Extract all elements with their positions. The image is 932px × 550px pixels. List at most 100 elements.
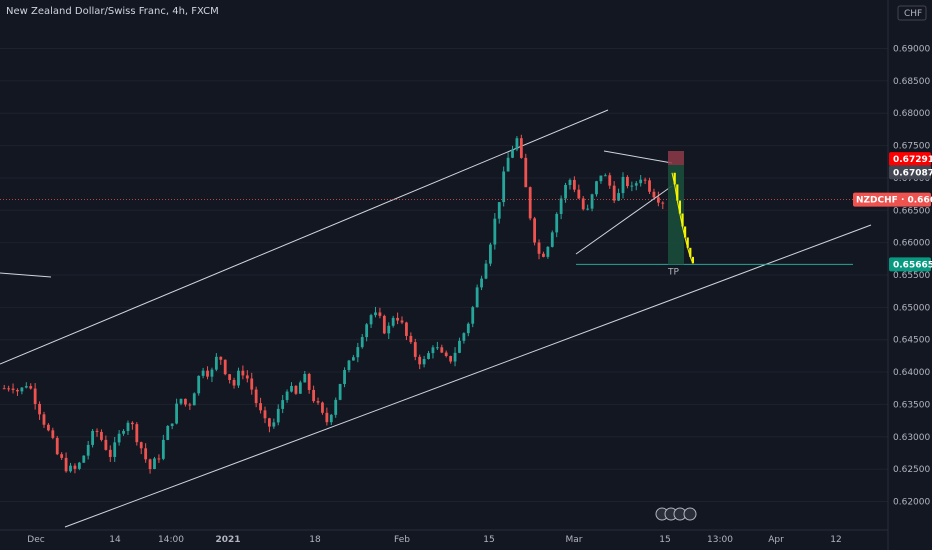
candle-body [51,430,55,438]
time-axis[interactable]: Dec 14 14:00 2021 18 Feb 15 Mar 15 13:00 Apr 12 [0,529,888,545]
candle-body [175,403,178,424]
candle-body [550,232,554,247]
candle-body [537,242,541,254]
candle-body [42,414,46,425]
candle-body [626,176,629,187]
price-tick-label: 0.68000 [893,109,930,119]
candle-body [506,157,510,172]
projection-path [671,172,694,264]
price-tick-label: 0.64000 [893,368,930,378]
time-tick-label: 15 [659,535,670,545]
candle-body [458,340,461,353]
candle-body [502,171,506,203]
candle-body [581,198,585,210]
candle-body [210,369,214,377]
candle-body [489,244,492,264]
take-profit-zone [668,165,684,265]
time-tick-label: Dec [27,535,44,545]
channel-lines [0,109,872,528]
time-tick-label: 18 [309,535,321,545]
price-axis[interactable]: 0.690000.685000.680000.675000.670000.665… [853,0,932,550]
candle-body [7,388,11,390]
price-tick-label: 0.69000 [893,45,930,55]
candle-body [325,412,329,423]
price-badge-label: 0.67291 [893,155,932,165]
candle-body [290,385,293,392]
price-tick-label: 0.62500 [893,465,930,475]
candle-body [542,253,545,257]
candle-body [228,374,232,380]
candle-body [648,180,651,192]
time-tick-label: Mar [566,535,583,545]
candle-body [16,390,19,392]
time-tick-label: 13:00 [707,535,733,545]
candle-body [69,465,72,472]
candle-body [219,356,223,360]
candle-body [11,388,15,391]
time-tick-label: 2021 [215,535,240,545]
candle-body [360,337,364,348]
candle-body [95,430,99,432]
candle-body [387,325,391,334]
candle-body [475,287,479,308]
candle-body [250,378,254,390]
candle-body [519,138,523,158]
candle-body [378,312,382,316]
candle-body [577,189,581,199]
candle-body [338,383,342,400]
candle-body [590,194,594,209]
candle-body [117,433,121,443]
time-tick-label: Apr [768,535,784,545]
candle-body [82,455,86,463]
candle-body [122,430,125,434]
candle-body [555,213,559,233]
candle-body [77,462,81,469]
candle-body [528,187,532,219]
projection-bar [689,247,692,257]
projection-bar [684,226,687,238]
tp-label: TP [667,267,679,277]
candle-body [374,312,377,316]
candle-body [312,389,316,402]
candle-body [179,398,183,404]
candle-body [29,386,33,389]
price-badge [889,165,931,180]
candle-body [38,403,41,415]
candle-body [184,398,187,405]
candle-body [126,422,130,431]
candle-body [639,179,643,184]
current-price-badge [853,192,931,207]
candle-body [466,323,470,334]
candle-body [568,179,572,185]
candles [2,134,665,474]
candle-body [347,360,351,370]
trend-line-left [0,272,52,278]
candle-body [263,410,267,419]
price-tick-label: 0.63500 [893,400,930,410]
event-icons[interactable] [655,507,697,521]
stop-loss-zone [668,151,684,165]
candle-body [608,175,612,186]
candle-body [259,403,262,411]
triangle-upper-line [603,150,673,164]
candle-body [351,357,355,361]
candle-body [396,317,399,321]
currency-box [897,5,927,21]
candle-body [617,193,620,201]
candle-body [515,138,519,150]
price-tick-label: 0.66000 [893,239,930,249]
candle-body [431,347,435,354]
price-tick-label: 0.65500 [893,271,930,281]
candle-body [281,400,285,409]
candle-body [343,369,346,384]
candle-body [148,459,152,470]
currency-label: CHF [904,9,922,19]
candle-body [334,399,338,415]
candle-body [365,324,369,338]
candle-body [108,449,112,457]
candle-body [166,426,170,440]
candle-body [232,379,236,386]
candle-body [418,356,422,365]
